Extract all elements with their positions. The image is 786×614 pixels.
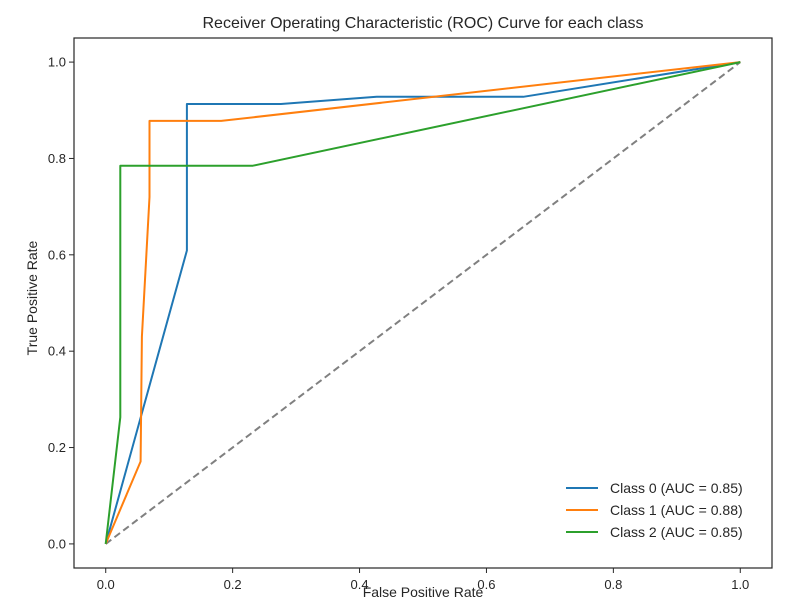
y-tick-label: 0.8 <box>48 151 66 166</box>
y-tick-label: 0.4 <box>48 344 66 359</box>
legend-label: Class 1 (AUC = 0.88) <box>610 502 743 518</box>
y-tick-label: 0.6 <box>48 247 66 262</box>
x-tick-label: 0.2 <box>224 577 242 592</box>
series-line-class-0 <box>104 61 741 545</box>
x-tick-label: 0.8 <box>604 577 622 592</box>
y-tick-label: 0.2 <box>48 440 66 455</box>
legend-label: Class 0 (AUC = 0.85) <box>610 480 743 496</box>
x-tick-label: 1.0 <box>731 577 749 592</box>
x-tick-label: 0.0 <box>97 577 115 592</box>
plot-frame <box>73 37 773 569</box>
series-line-class-1 <box>104 61 741 545</box>
legend-label: Class 2 (AUC = 0.85) <box>610 524 743 540</box>
x-tick-label: 0.4 <box>351 577 369 592</box>
x-tick-label: 0.6 <box>477 577 495 592</box>
y-tick-label: 1.0 <box>48 55 66 70</box>
y-axis-label: True Positive Rate <box>24 240 40 355</box>
diagonal-reference-line <box>105 61 741 545</box>
y-tick-label: 0.0 <box>48 536 66 551</box>
chart-title: Receiver Operating Characteristic (ROC) … <box>202 15 643 32</box>
x-axis-label: False Positive Rate <box>363 584 484 600</box>
series-line-class-2 <box>104 61 741 545</box>
